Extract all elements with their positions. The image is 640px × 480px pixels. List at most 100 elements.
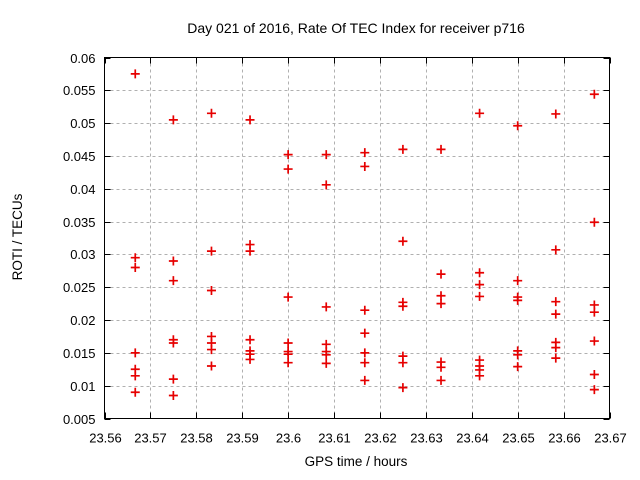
- chart-title: Day 021 of 2016, Rate Of TEC Index for r…: [187, 20, 525, 36]
- data-point: [436, 375, 446, 385]
- x-tick-label: 23.58: [180, 431, 213, 446]
- data-point: [283, 349, 293, 359]
- x-axis-label: GPS time / hours: [305, 454, 408, 469]
- x-tick-label: 23.57: [134, 431, 167, 446]
- data-point: [398, 144, 408, 154]
- data-point: [321, 180, 331, 190]
- data-point: [245, 115, 255, 125]
- data-point: [168, 256, 178, 266]
- data-point: [360, 375, 370, 385]
- data-point: [360, 148, 370, 158]
- y-tick-label: 0.04: [70, 182, 95, 197]
- data-point: [245, 354, 255, 364]
- data-point: [360, 348, 370, 358]
- data-point: [551, 353, 561, 363]
- y-tick-label: 0.035: [63, 215, 96, 230]
- y-tick-labels: 0.005 0.01 0.015 0.02 0.025 0.03 0.035 0.04 0.04…: [63, 51, 96, 427]
- data-points: [130, 69, 599, 401]
- data-point: [475, 268, 485, 278]
- y-tick-label: 0.01: [70, 379, 95, 394]
- data-point: [551, 109, 561, 119]
- data-point: [589, 370, 599, 380]
- data-point: [436, 299, 446, 309]
- x-tick-label: 23.59: [226, 431, 259, 446]
- y-axis-label: ROTI / TECUs: [10, 193, 25, 280]
- data-point: [130, 387, 140, 397]
- data-point: [130, 348, 140, 358]
- data-point: [398, 358, 408, 368]
- data-point: [168, 276, 178, 286]
- data-point: [360, 328, 370, 338]
- data-point: [475, 108, 485, 118]
- data-point: [168, 391, 178, 401]
- data-point: [168, 374, 178, 384]
- x-tick-label: 23.61: [318, 431, 351, 446]
- data-point: [475, 291, 485, 301]
- y-tick-label: 0.05: [70, 116, 95, 131]
- data-point: [206, 108, 216, 118]
- data-point: [321, 350, 331, 360]
- x-tick-labels: 23.56 23.57 23.58 23.59 23.6 23.61 23.62 23.63 2…: [89, 431, 627, 446]
- data-point: [513, 350, 523, 360]
- data-point: [589, 217, 599, 227]
- x-tick-label: 23.66: [548, 431, 581, 446]
- data-point: [398, 236, 408, 246]
- data-point: [551, 309, 561, 319]
- plot-border: [104, 57, 610, 419]
- data-point: [589, 89, 599, 99]
- y-tick-label: 0.03: [70, 247, 95, 262]
- data-point: [206, 345, 216, 355]
- data-point: [475, 280, 485, 290]
- data-point: [245, 335, 255, 345]
- data-point: [513, 121, 523, 131]
- gridlines: [104, 57, 610, 419]
- data-point: [168, 115, 178, 125]
- axis-ticks: [104, 57, 611, 420]
- data-point: [283, 338, 293, 348]
- data-point: [168, 338, 178, 348]
- data-point: [475, 371, 485, 381]
- data-point: [321, 358, 331, 368]
- data-point: [321, 150, 331, 160]
- data-point: [283, 150, 293, 160]
- y-tick-label: 0.015: [63, 346, 96, 361]
- data-point: [589, 307, 599, 317]
- x-tick-label: 23.64: [456, 431, 489, 446]
- data-point: [206, 361, 216, 371]
- data-point: [398, 383, 408, 393]
- data-point: [130, 253, 140, 263]
- data-point: [130, 69, 140, 79]
- data-point: [360, 161, 370, 171]
- x-tick-label: 23.56: [89, 431, 122, 446]
- y-tick-label: 0.06: [70, 51, 95, 66]
- data-point: [283, 358, 293, 368]
- data-point: [589, 385, 599, 395]
- data-point: [130, 371, 140, 381]
- data-point: [245, 246, 255, 256]
- data-point: [436, 144, 446, 154]
- data-point: [551, 297, 561, 307]
- x-tick-label: 23.63: [410, 431, 443, 446]
- data-point: [206, 286, 216, 296]
- x-tick-label: 23.67: [594, 431, 627, 446]
- x-tick-label: 23.65: [502, 431, 535, 446]
- data-point: [360, 305, 370, 315]
- data-point: [321, 302, 331, 312]
- data-point: [436, 291, 446, 301]
- data-point: [283, 164, 293, 174]
- data-point: [436, 269, 446, 279]
- data-point: [551, 343, 561, 353]
- data-point: [398, 301, 408, 311]
- y-tick-label: 0.025: [63, 280, 96, 295]
- data-point: [551, 245, 561, 255]
- data-point: [130, 263, 140, 273]
- data-point: [360, 358, 370, 368]
- x-tick-label: 23.62: [364, 431, 397, 446]
- y-tick-label: 0.045: [63, 149, 96, 164]
- x-tick-label: 23.6: [276, 431, 301, 446]
- y-tick-label: 0.055: [63, 83, 96, 98]
- y-tick-label: 0.005: [63, 412, 96, 427]
- data-point: [436, 362, 446, 372]
- data-point: [206, 246, 216, 256]
